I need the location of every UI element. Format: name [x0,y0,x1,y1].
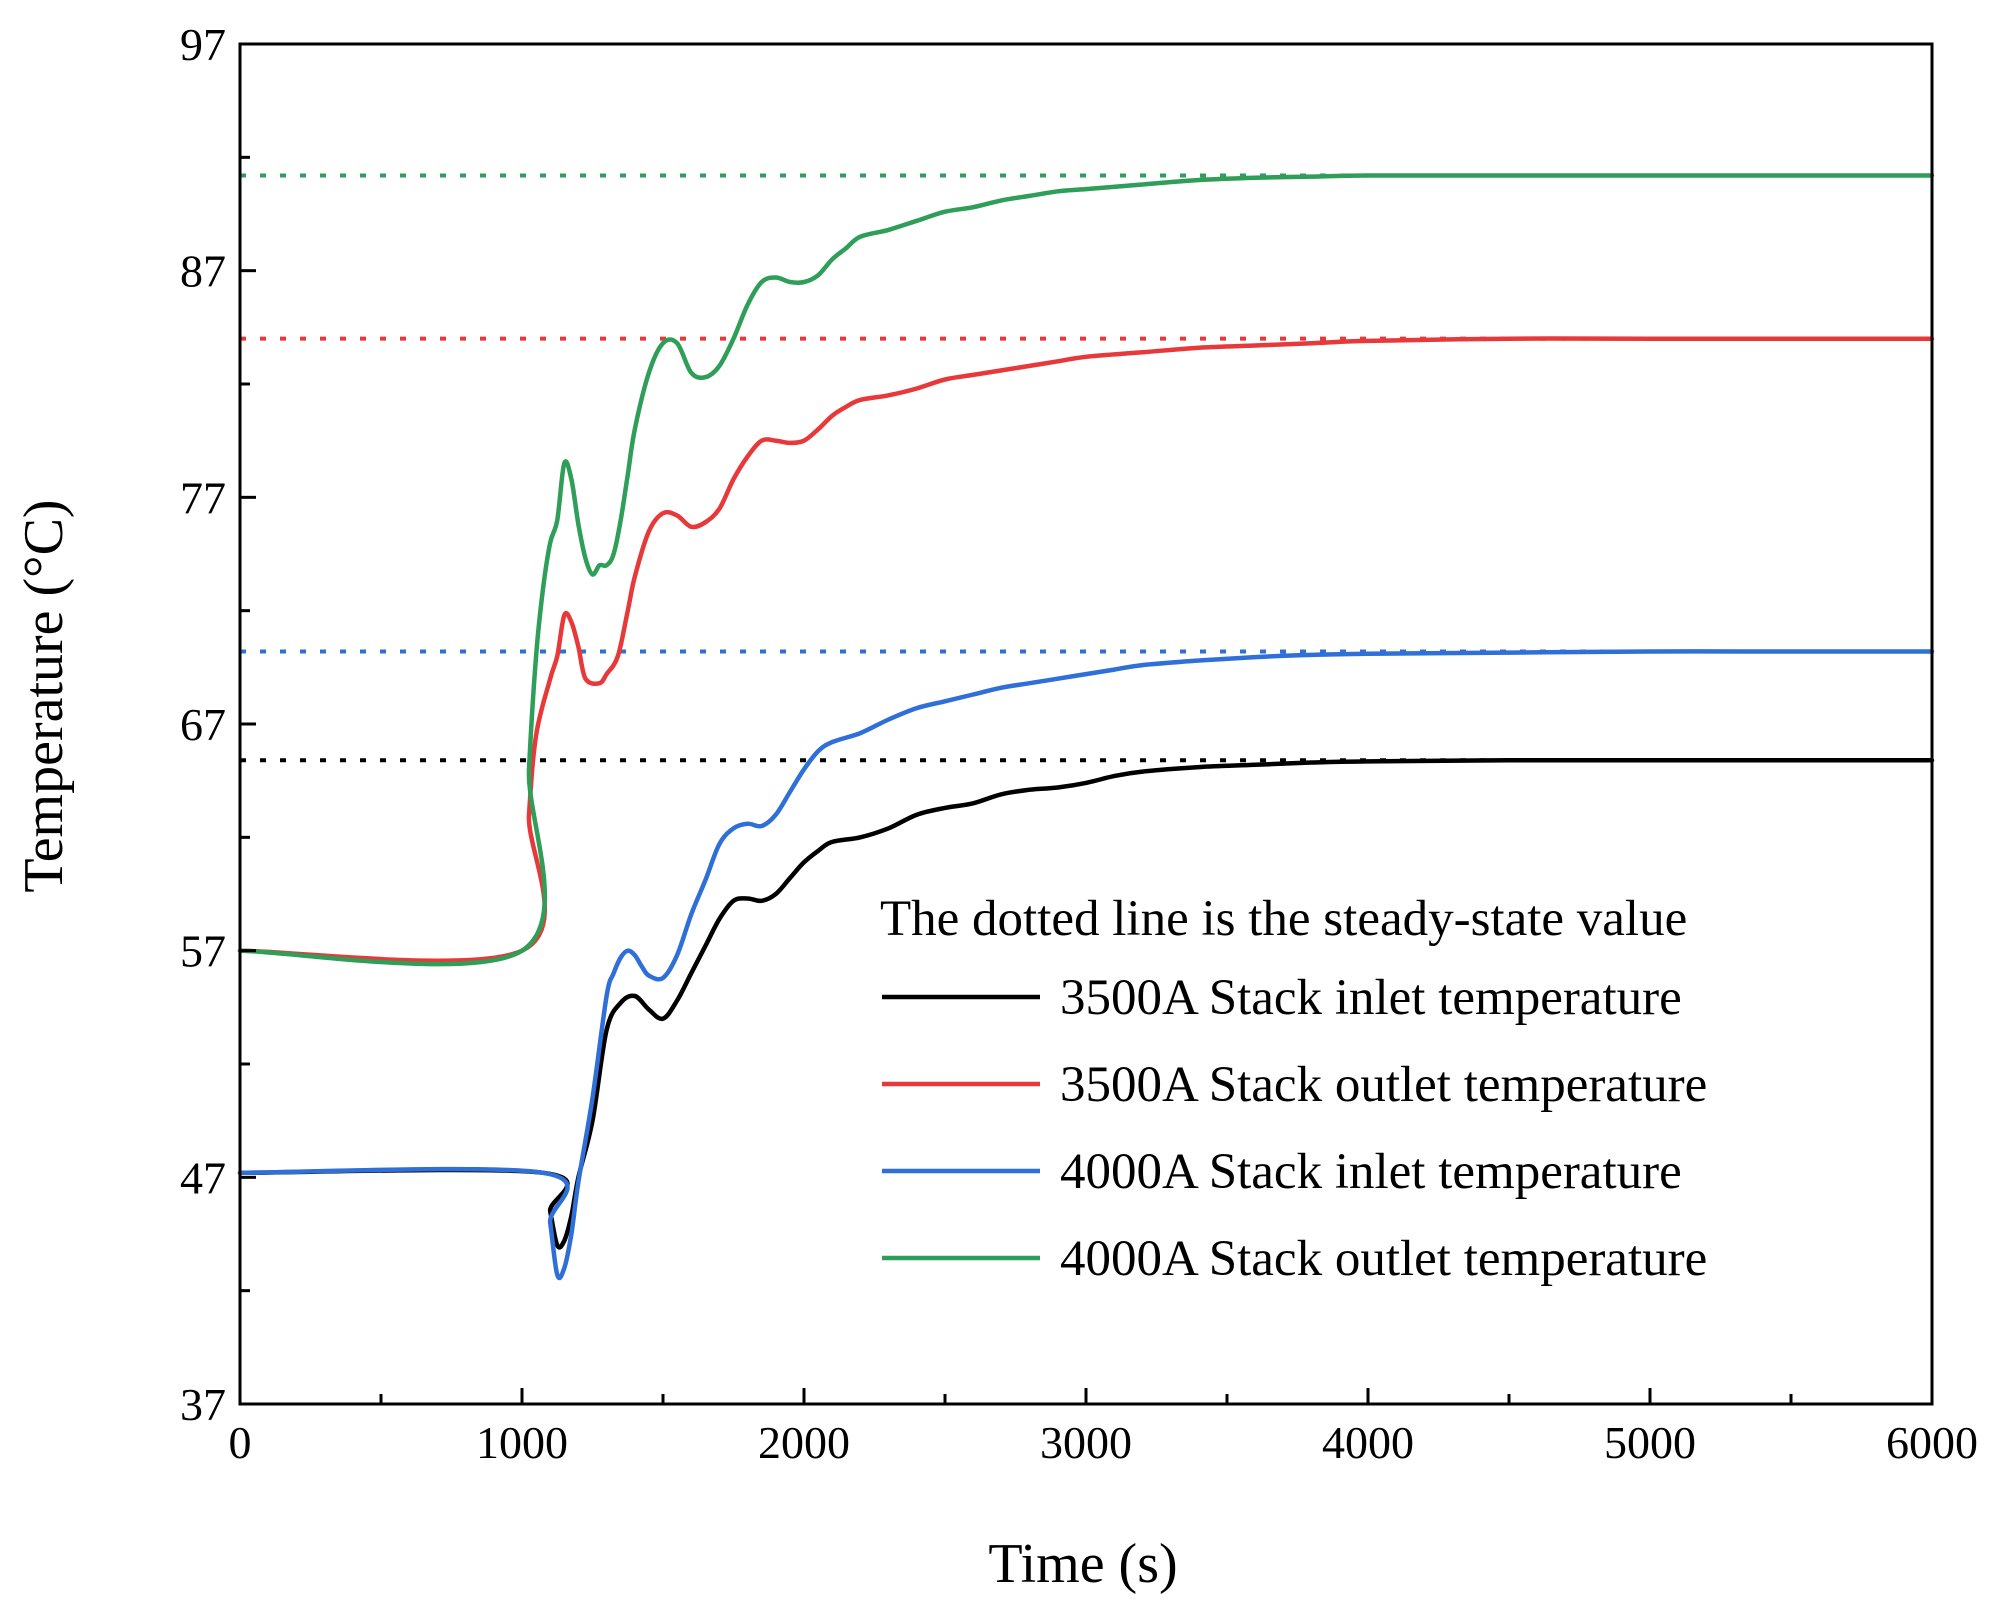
x-axis-title: Time (s) [988,1533,1177,1595]
x-tick-label: 5000 [1604,1417,1696,1468]
x-tick-labels: 0 1000 2000 3000 4000 5000 6000 [229,1417,1979,1468]
series-lines [237,173,1935,1281]
x-tick-label: 0 [229,1417,252,1468]
y-tick-label: 77 [180,472,226,523]
legend-label: 3500A Stack outlet temperature [1060,1057,1707,1113]
series-line [237,649,1935,1281]
steady-state-lines [240,173,1932,763]
x-tick-label: 3000 [1040,1417,1132,1468]
y-tick-label: 67 [180,699,226,750]
x-tick-label: 2000 [758,1417,850,1468]
y-tick-label: 87 [180,246,226,297]
y-tick-label: 97 [180,19,226,70]
y-tick-label: 37 [180,1379,226,1430]
y-axis-title: Temperature (°C) [13,499,75,892]
series-line [237,173,1935,967]
y-tick-labels: 37 47 57 67 77 87 97 [180,19,226,1430]
legend: The dotted line is the steady-state valu… [880,891,1707,1287]
y-tick-label: 47 [180,1152,226,1203]
x-tick-label: 1000 [476,1417,568,1468]
legend-label: 3500A Stack inlet temperature [1060,970,1682,1026]
x-tick-label: 6000 [1886,1417,1978,1468]
legend-label: 4000A Stack inlet temperature [1060,1144,1682,1200]
legend-note: The dotted line is the steady-state valu… [880,891,1687,947]
legend-label: 4000A Stack outlet temperature [1060,1231,1707,1287]
series-line [237,336,1935,963]
y-tick-label: 57 [180,926,226,977]
x-tick-label: 4000 [1322,1417,1414,1468]
plot-frame [238,42,1934,1406]
axis-ticks [238,42,1934,1406]
